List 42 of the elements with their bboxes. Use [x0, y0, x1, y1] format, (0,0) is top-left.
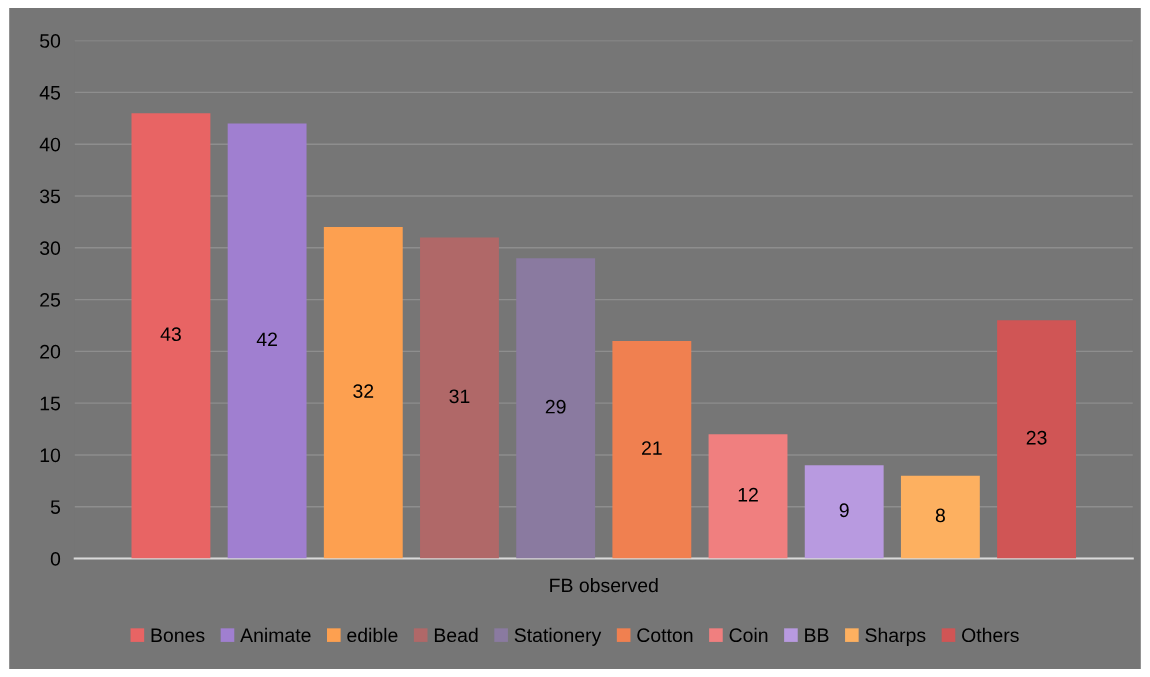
data-label: 29	[545, 399, 566, 414]
legend-label: Sharps	[865, 627, 926, 646]
legend-label: edible	[347, 627, 398, 643]
y-tick-label: 45	[39, 86, 61, 100]
data-label: 23	[1026, 430, 1047, 445]
legend-label: Stationery	[514, 627, 602, 646]
bar	[997, 320, 1076, 559]
legend-label: Cotton	[637, 628, 693, 643]
bar	[804, 465, 884, 559]
data-label: 21	[642, 441, 662, 455]
y-tick-label: 20	[40, 344, 61, 359]
legend-label: Coin	[729, 627, 768, 643]
bar	[131, 113, 211, 559]
bar	[323, 227, 403, 559]
y-tick-label: 40	[39, 137, 61, 152]
legend-label: BB	[805, 628, 829, 642]
x-tick-label: FB observed	[550, 577, 658, 593]
legend-label: Bead	[434, 627, 478, 643]
y-tick-label: 35	[39, 189, 61, 204]
legend-label: Bones	[151, 628, 205, 643]
data-label: 42	[256, 332, 277, 347]
data-label: 32	[353, 384, 374, 399]
legend-label: Others	[962, 627, 1019, 643]
data-label: 43	[160, 327, 181, 342]
y-tick-label: 25	[40, 293, 61, 307]
bar	[516, 258, 596, 559]
bar	[900, 475, 980, 559]
y-tick-label: 10	[40, 448, 61, 463]
data-label: 9	[839, 503, 849, 518]
legend-label: Animate	[240, 627, 311, 643]
y-tick-label: 50	[40, 34, 61, 48]
y-tick-label: 0	[50, 551, 61, 566]
bar	[708, 434, 788, 559]
y-tick-label: 30	[39, 241, 61, 256]
y-tick-label: 5	[50, 500, 61, 514]
data-label: 12	[738, 487, 758, 502]
bar	[612, 341, 692, 559]
data-label: 31	[449, 389, 470, 404]
bar	[227, 123, 307, 559]
bar	[420, 237, 499, 559]
y-tick-label: 15	[40, 396, 61, 411]
data-label: 8	[935, 508, 945, 523]
